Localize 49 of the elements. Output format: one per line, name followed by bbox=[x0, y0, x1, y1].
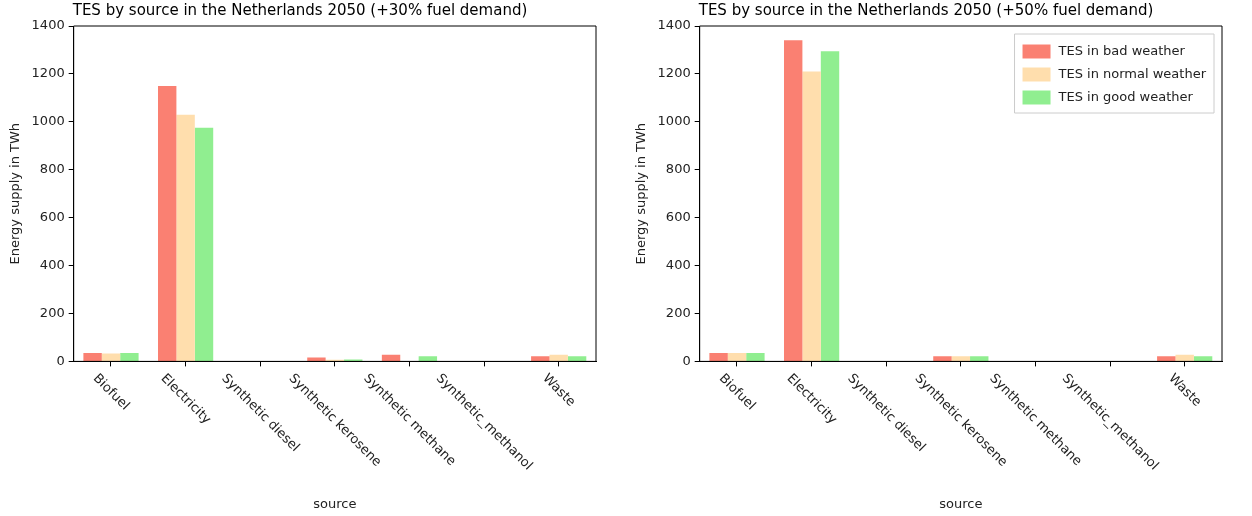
y-tick-label: 0 bbox=[56, 352, 65, 368]
bar bbox=[176, 114, 195, 361]
legend-label: TES in bad weather bbox=[1057, 42, 1186, 58]
bar bbox=[802, 71, 821, 361]
bar bbox=[820, 51, 840, 361]
y-tick-label: 1400 bbox=[31, 17, 65, 33]
bar bbox=[418, 356, 438, 361]
bar bbox=[709, 353, 728, 361]
bar bbox=[101, 353, 121, 361]
x-axis-title: source bbox=[939, 495, 983, 511]
chart-title: TES by source in the Netherlands 2050 (+30% fuel demand) bbox=[71, 0, 528, 19]
y-tick-label: 800 bbox=[39, 161, 65, 177]
legend-label: TES in normal weather bbox=[1057, 65, 1207, 81]
y-tick-label: 600 bbox=[665, 209, 691, 225]
bar bbox=[933, 356, 952, 361]
bar bbox=[307, 357, 326, 361]
y-tick-label: 800 bbox=[665, 161, 691, 177]
chart-title: TES by source in the Netherlands 2050 (+50% fuel demand) bbox=[697, 0, 1154, 19]
y-tick-label: 400 bbox=[665, 256, 691, 272]
bar bbox=[83, 353, 102, 361]
legend-label: TES in good weather bbox=[1057, 88, 1194, 104]
bar bbox=[531, 356, 550, 361]
y-tick-label: 1200 bbox=[31, 65, 65, 81]
y-tick-label: 600 bbox=[39, 209, 65, 225]
y-tick-label: 1000 bbox=[657, 113, 691, 129]
bar bbox=[567, 356, 587, 361]
bar bbox=[381, 354, 401, 361]
bar bbox=[746, 353, 765, 361]
bar bbox=[784, 40, 803, 361]
y-tick-label: 400 bbox=[39, 256, 65, 272]
bar bbox=[727, 353, 747, 361]
bar bbox=[194, 127, 214, 361]
bar bbox=[1157, 356, 1176, 361]
y-tick-label: 1400 bbox=[657, 17, 691, 33]
bar bbox=[1193, 356, 1213, 361]
bar bbox=[120, 353, 139, 361]
bar bbox=[158, 85, 177, 361]
x-axis-title: source bbox=[313, 495, 357, 511]
y-axis-title: Energy supply in TWh bbox=[633, 122, 649, 265]
y-tick-label: 200 bbox=[39, 304, 65, 320]
y-tick-label: 0 bbox=[682, 352, 691, 368]
y-axis-title: Energy supply in TWh bbox=[7, 122, 23, 265]
bar bbox=[970, 356, 989, 361]
y-tick-label: 1000 bbox=[31, 113, 65, 129]
y-tick-label: 200 bbox=[665, 304, 691, 320]
bar bbox=[549, 354, 568, 361]
bar bbox=[1175, 354, 1194, 361]
y-tick-label: 1200 bbox=[657, 65, 691, 81]
bar bbox=[951, 356, 971, 361]
